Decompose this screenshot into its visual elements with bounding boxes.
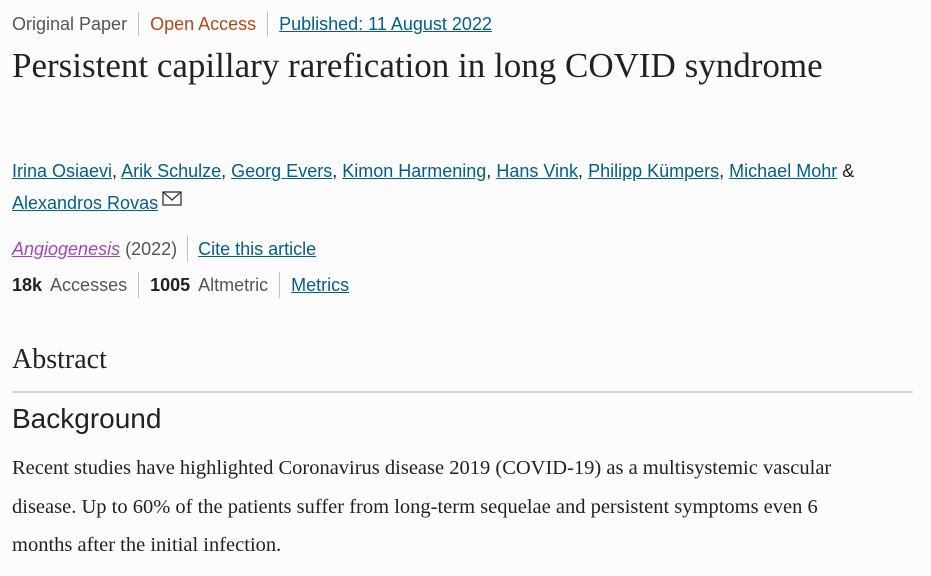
article-type: Original Paper	[12, 14, 128, 34]
author-separator: ,	[719, 161, 725, 181]
author-link[interactable]: Hans Vink	[496, 161, 579, 181]
journal-link[interactable]: Angiogenesis	[12, 239, 121, 259]
journal-year: (2022)	[125, 239, 178, 259]
author-separator: ,	[332, 161, 338, 181]
author-link[interactable]: Alexandros Rovas	[12, 193, 159, 213]
accesses-label: Accesses	[50, 275, 128, 295]
published-link[interactable]: Published: 11 August 2022	[279, 14, 492, 34]
open-access: Open Access	[138, 12, 267, 36]
metrics: 18k Accesses 1005 Altmetric Metrics	[12, 272, 360, 298]
abstract-text: Recent studies have highlighted Coronavi…	[12, 457, 832, 556]
author-conjunction: &	[842, 161, 855, 181]
divider	[12, 391, 913, 393]
author-link[interactable]: Kimon Harmening	[342, 161, 487, 181]
author-link[interactable]: Michael Mohr	[729, 161, 838, 181]
accesses-value: 18k	[12, 275, 43, 295]
email-icon[interactable]	[162, 191, 182, 207]
author-link[interactable]: Arik Schulze	[121, 161, 222, 181]
journal-info: Angiogenesis (2022) Cite this article	[12, 236, 316, 262]
author-separator: ,	[578, 161, 584, 181]
cite-link[interactable]: Cite this article	[198, 239, 317, 259]
section-heading: Background	[12, 403, 162, 434]
metrics-link[interactable]: Metrics	[291, 275, 350, 295]
author-separator: ,	[221, 161, 227, 181]
author-list: Irina Osiaevi, Arik Schulze, Georg Evers…	[12, 155, 912, 219]
article-title: Persistent capillary rarefication in lon…	[12, 46, 823, 85]
author-link[interactable]: Philipp Kümpers	[588, 161, 720, 181]
abstract-heading: Abstract	[12, 344, 107, 375]
author-separator: ,	[112, 161, 118, 181]
altmetric-value: 1005	[150, 275, 191, 295]
altmetric-label: Altmetric	[198, 275, 269, 295]
author-separator: ,	[486, 161, 492, 181]
author-link[interactable]: Georg Evers	[231, 161, 333, 181]
author-link[interactable]: Irina Osiaevi	[12, 161, 113, 181]
article-meta: Original Paper Open Access Published: 11…	[12, 12, 503, 36]
